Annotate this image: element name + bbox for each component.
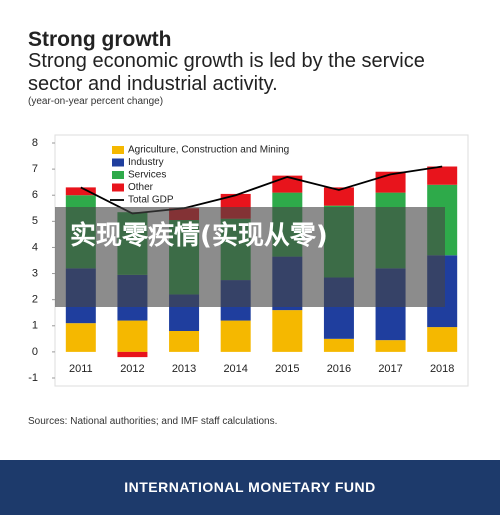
- legend-swatch: [112, 171, 124, 179]
- chart: -1 0 1 2 3 4 5 6 7 8 2011 2012 2013 2014 2015 2016 2017 2…: [28, 134, 469, 387]
- watermark: 实现零疾情(实现从零): [55, 207, 445, 307]
- y-tick-label: 3: [32, 267, 38, 279]
- bar-segment: [65, 323, 96, 352]
- y-tick-label: -1: [28, 372, 38, 384]
- bar-segment: [272, 175, 303, 193]
- legend-label: Total GDP: [128, 195, 174, 206]
- unit-note: (year-on-year percent change): [28, 96, 164, 107]
- bar-segment: [323, 187, 354, 206]
- y-tick-label: 1: [32, 320, 38, 332]
- bar-segment: [272, 310, 303, 352]
- title: Strong growth: [28, 28, 172, 51]
- bar-segment: [65, 187, 96, 196]
- footer: INTERNATIONAL MONETARY FUND: [0, 460, 500, 515]
- bar-segment: [323, 338, 354, 352]
- bar-segment: [375, 340, 406, 352]
- legend-swatch: [112, 183, 124, 192]
- x-tick-label: 2018: [430, 363, 454, 375]
- source: Sources: National authorities; and IMF s…: [28, 416, 278, 427]
- bar-segment: [169, 331, 200, 352]
- legend-label: Other: [128, 182, 154, 193]
- x-tick-label: 2014: [223, 363, 247, 375]
- bar-segment: [427, 166, 458, 185]
- x-tick-label: 2011: [69, 363, 93, 375]
- x-tick-label: 2017: [378, 363, 402, 375]
- y-tick-label: 5: [32, 215, 38, 227]
- x-tick-label: 2013: [172, 363, 196, 375]
- y-tick-label: 0: [32, 346, 38, 358]
- y-tick-label: 8: [32, 137, 38, 149]
- legend-label: Services: [128, 170, 166, 181]
- legend-label: Agriculture, Construction and Mining: [128, 145, 289, 156]
- bar-segment: [427, 327, 458, 352]
- legend-label: Industry: [128, 157, 164, 168]
- legend-swatch: [112, 146, 124, 154]
- subtitle: Strong economic growth is led by the ser…: [28, 50, 425, 95]
- x-tick-label: 2012: [120, 363, 144, 375]
- legend-swatch: [112, 158, 124, 167]
- y-tick-label: 2: [32, 294, 38, 306]
- bar-segment: [220, 320, 251, 352]
- y-tick-label: 7: [32, 163, 38, 175]
- x-tick-label: 2015: [275, 363, 299, 375]
- bar-segment: [117, 320, 148, 352]
- y-tick-label: 6: [32, 189, 38, 201]
- x-tick-label: 2016: [327, 363, 351, 375]
- bar-segment: [117, 351, 148, 358]
- y-tick-label: 4: [32, 241, 38, 253]
